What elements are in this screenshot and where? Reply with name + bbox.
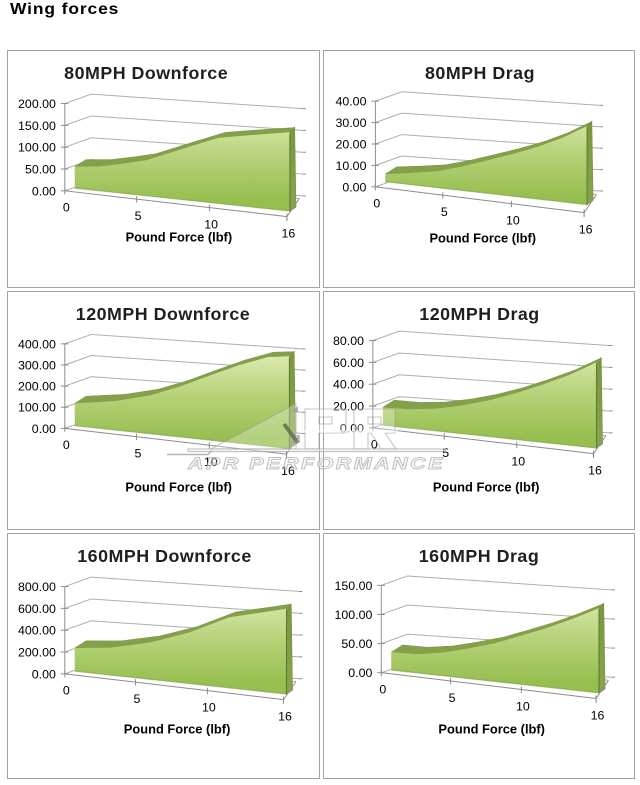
svg-text:20.00: 20.00 [335,137,366,151]
svg-text:0.00: 0.00 [32,667,56,681]
svg-text:Pound Force (lbf): Pound Force (lbf) [433,479,540,494]
svg-text:Pound Force (lbf): Pound Force (lbf) [438,721,545,736]
svg-text:100.00: 100.00 [335,608,373,622]
svg-text:30.00: 30.00 [335,116,366,130]
svg-text:5: 5 [449,691,456,705]
svg-text:0: 0 [379,682,386,696]
svg-text:60.00: 60.00 [333,356,364,370]
svg-text:Pound Force (lbf): Pound Force (lbf) [126,229,233,244]
svg-text:300.00: 300.00 [18,358,56,372]
svg-text:80MPH Downforce: 80MPH Downforce [64,63,228,83]
svg-text:16: 16 [591,708,605,722]
svg-text:5: 5 [442,446,449,460]
svg-text:0.00: 0.00 [342,180,366,194]
svg-text:200.00: 200.00 [18,380,56,394]
svg-text:10: 10 [202,701,216,715]
svg-text:50.00: 50.00 [341,637,372,651]
svg-text:10: 10 [511,455,525,469]
svg-text:40.00: 40.00 [335,95,366,109]
svg-text:80MPH Drag: 80MPH Drag [425,63,535,83]
svg-text:40.00: 40.00 [333,378,364,392]
svg-text:5: 5 [134,447,141,461]
svg-text:0.00: 0.00 [32,184,56,198]
svg-text:16: 16 [579,222,593,236]
svg-text:APR PERFORMANCE: APR PERFORMANCE [187,454,445,473]
svg-text:120MPH Downforce: 120MPH Downforce [76,304,250,324]
svg-text:800.00: 800.00 [18,580,56,594]
svg-text:150.00: 150.00 [335,579,373,593]
svg-text:10: 10 [204,217,218,231]
svg-text:160MPH Downforce: 160MPH Downforce [77,546,252,566]
svg-text:0.00: 0.00 [348,666,372,680]
svg-text:0: 0 [63,684,70,698]
svg-text:600.00: 600.00 [18,602,56,616]
svg-text:10: 10 [516,699,530,713]
svg-text:120MPH Drag: 120MPH Drag [419,304,539,324]
svg-text:Pound Force (lbf): Pound Force (lbf) [125,479,232,494]
svg-text:100.00: 100.00 [18,401,56,415]
svg-text:20.00: 20.00 [333,400,364,414]
svg-text:200.00: 200.00 [18,97,56,111]
svg-text:0: 0 [373,197,380,211]
svg-text:Pound Force (lbf): Pound Force (lbf) [429,230,536,245]
svg-text:10.00: 10.00 [335,159,366,173]
svg-text:10: 10 [204,455,218,469]
svg-text:80.00: 80.00 [333,334,364,348]
svg-text:16: 16 [278,709,292,723]
svg-text:400.00: 400.00 [18,624,56,638]
svg-text:0: 0 [371,438,378,452]
svg-text:5: 5 [441,205,448,219]
svg-text:5: 5 [135,209,142,223]
svg-text:160MPH Drag: 160MPH Drag [419,546,540,566]
svg-text:16: 16 [281,464,295,478]
svg-text:150.00: 150.00 [18,119,56,133]
svg-text:200.00: 200.00 [18,645,56,659]
svg-text:16: 16 [282,226,296,240]
svg-text:0.00: 0.00 [32,422,56,436]
svg-text:400.00: 400.00 [18,337,56,351]
svg-text:50.00: 50.00 [25,162,56,176]
svg-text:5: 5 [133,692,140,706]
svg-text:100.00: 100.00 [18,141,56,155]
svg-text:Pound Force (lbf): Pound Force (lbf) [124,721,231,736]
svg-text:0: 0 [63,438,70,452]
svg-text:0: 0 [63,201,70,215]
svg-text:10: 10 [506,214,520,228]
svg-text:16: 16 [588,463,602,477]
